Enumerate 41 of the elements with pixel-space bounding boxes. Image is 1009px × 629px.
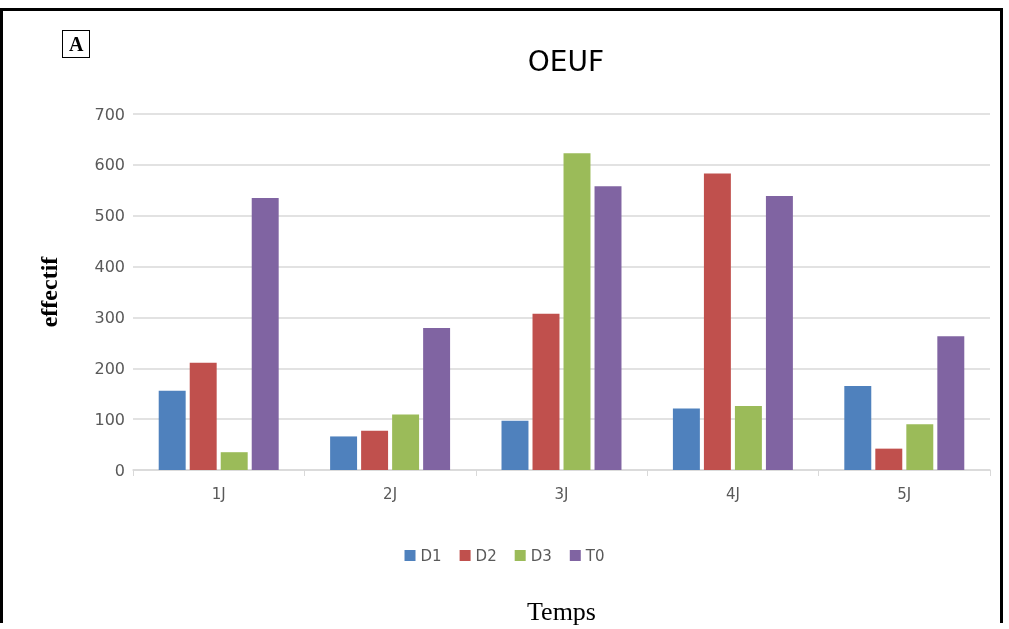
text: A	[62, 30, 91, 58]
x-tick-label: 5J	[897, 484, 912, 503]
bar	[906, 424, 934, 470]
bar	[392, 414, 420, 470]
x-tick-label: 3J	[554, 484, 569, 503]
bar	[594, 186, 622, 470]
y-tick-label: 700	[94, 104, 125, 124]
bar	[532, 313, 560, 470]
bar	[765, 195, 793, 470]
bar	[734, 405, 762, 470]
x-tick-label: 1J	[211, 484, 226, 503]
x-axis-title: Temps	[527, 596, 596, 626]
bar	[501, 420, 529, 470]
bar	[423, 328, 451, 470]
bar	[158, 390, 186, 470]
bar	[563, 153, 591, 470]
y-axis-title: effectif	[36, 255, 62, 328]
legend-label: T0	[584, 546, 605, 565]
legend-label: D1	[420, 546, 442, 565]
x-tick-label: 2J	[383, 484, 398, 503]
bar	[672, 408, 700, 470]
bar	[220, 452, 248, 470]
bar	[875, 448, 903, 470]
y-tick-label: 300	[94, 307, 125, 327]
legend-label: D3	[530, 546, 552, 565]
bar	[844, 386, 872, 470]
bar	[251, 197, 279, 470]
legend-label: D2	[475, 546, 497, 565]
chart-title: OEUF	[527, 44, 605, 78]
y-tick-label: 600	[94, 155, 125, 175]
bar	[189, 362, 217, 470]
y-tick-label: 500	[94, 206, 125, 226]
bar	[330, 436, 358, 470]
y-tick-label: 400	[94, 257, 125, 277]
y-tick-label: 0	[114, 460, 125, 480]
x-tick-label: 4J	[725, 484, 740, 503]
y-tick-label: 100	[94, 409, 125, 429]
y-tick-label: 200	[94, 358, 125, 378]
bar	[703, 173, 731, 470]
bar	[361, 430, 389, 470]
bar	[937, 336, 965, 470]
